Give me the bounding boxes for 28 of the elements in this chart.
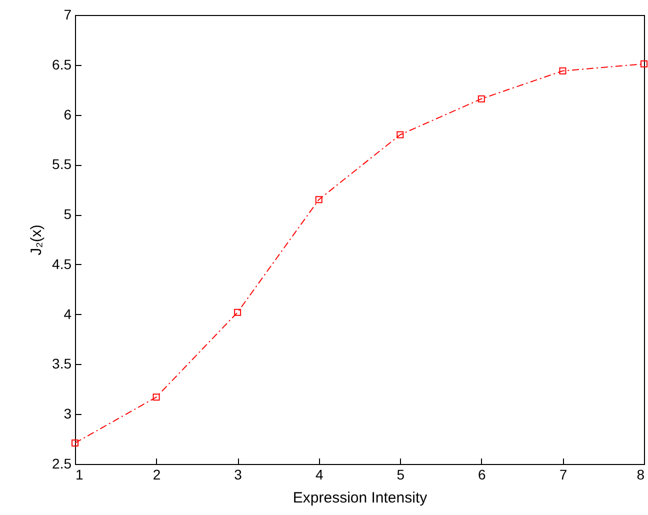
y-tick-label: 5 — [64, 206, 72, 222]
y-tick-label: 2.5 — [52, 456, 72, 472]
point — [478, 95, 485, 102]
point — [152, 394, 160, 401]
y-axis-title: J₂(x) — [28, 224, 46, 256]
y-tick-label: 6.5 — [52, 56, 72, 72]
x-axis-title: Expression Intensity — [292, 490, 428, 506]
x-tick-label: 5 — [396, 466, 405, 482]
point — [640, 60, 648, 68]
y-tick-label: 3.5 — [52, 356, 72, 372]
y-tick-label: 4 — [64, 306, 72, 322]
x-tick-label: 2 — [152, 466, 161, 482]
y-tick-label: 3 — [64, 406, 72, 422]
x-tick-label: 7 — [559, 466, 568, 482]
point — [234, 308, 242, 316]
x-tick-label: 3 — [234, 466, 242, 482]
y-tick-label: 5.5 — [52, 156, 72, 172]
y-tick-label: 7 — [64, 6, 72, 22]
point — [396, 131, 404, 138]
x-tick-label: 6 — [478, 466, 486, 482]
point — [72, 440, 78, 447]
point — [315, 196, 322, 204]
point — [559, 67, 566, 74]
y-tick-label: 6 — [64, 106, 72, 122]
x-tick-label: 4 — [315, 466, 324, 482]
y-tick-label: 4.5 — [52, 256, 72, 272]
x-tick-label: 1 — [76, 466, 84, 482]
x-tick-label: 8 — [636, 466, 645, 482]
